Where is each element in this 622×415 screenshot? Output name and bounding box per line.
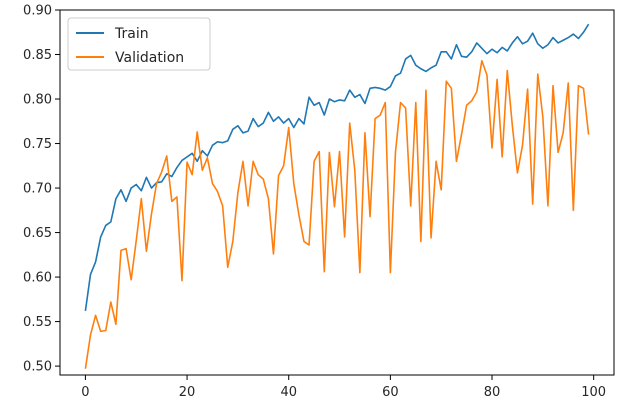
x-tick-label: 80 <box>484 385 501 400</box>
axis-ticks: 0 20 40 60 80 100 0.50 0.55 0.60 0.65 0.70 0.75 0.80… <box>23 4 606 401</box>
y-tick-label: 0.55 <box>23 315 52 330</box>
legend: Train Validation <box>67 17 211 71</box>
series-lines <box>84 23 590 369</box>
y-tick-label: 0.60 <box>23 271 52 286</box>
x-tick-label: 40 <box>280 385 297 400</box>
legend-label-train: Train <box>114 26 149 42</box>
x-tick-label: 100 <box>581 385 606 400</box>
y-tick-label: 0.50 <box>23 360 52 375</box>
y-tick-label: 0.75 <box>23 137 52 152</box>
legend-label-validation: Validation <box>115 50 184 66</box>
plot-frame <box>59 9 615 376</box>
series-line-validation <box>84 59 590 369</box>
y-tick-label: 0.85 <box>23 48 52 63</box>
x-tick-label: 60 <box>382 385 399 400</box>
y-tick-label: 0.65 <box>23 226 52 241</box>
y-tick-label: 0.80 <box>23 93 52 108</box>
y-tick-label: 0.70 <box>23 182 52 197</box>
x-tick-label: 0 <box>81 385 89 400</box>
x-tick-label: 20 <box>179 385 196 400</box>
y-tick-label: 0.90 <box>23 4 52 19</box>
